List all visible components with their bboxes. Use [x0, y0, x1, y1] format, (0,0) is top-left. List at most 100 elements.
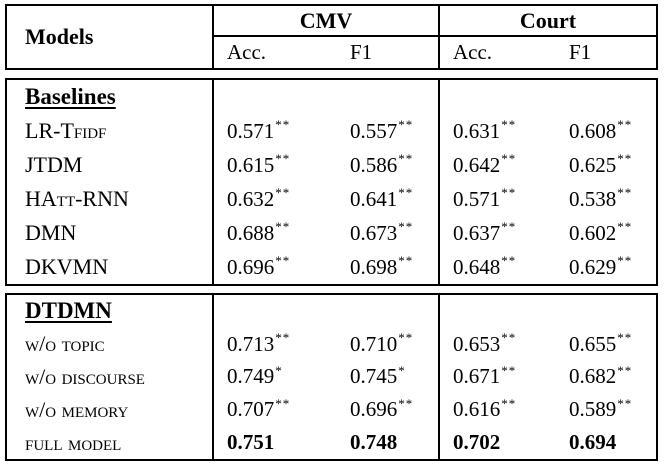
section-title: Baselines	[25, 84, 116, 109]
significance-marker: **	[398, 330, 414, 346]
significance-marker: *	[275, 362, 283, 378]
court-f1-cell: 0.625 **	[556, 148, 656, 182]
cmv-f1-cell: 0.557 **	[337, 114, 438, 148]
significance-marker: **	[617, 117, 633, 132]
court-f1-cell: 0.538 **	[556, 182, 656, 216]
cmv-f1-cell: 0.641 **	[337, 182, 438, 216]
significance-marker: **	[617, 185, 633, 200]
baselines-section: Baselines LR-Tfidf 0.571 ** 0.557 ** 0.631…	[5, 78, 658, 286]
metric-value: 0.615	[227, 152, 275, 177]
metric-value: 0.682	[569, 364, 617, 389]
court-acc-header: Acc.	[438, 37, 556, 68]
cmv-acc-cell: 0.571 **	[212, 114, 337, 148]
cmv-acc-cell: 0.615 **	[212, 148, 337, 182]
significance-marker: **	[617, 253, 633, 268]
significance-marker: **	[275, 330, 291, 346]
metric-value: 0.629	[569, 254, 617, 279]
cmv-f1-header: F1	[350, 40, 373, 64]
court-acc-cell: 0.642 **	[438, 148, 556, 182]
empty-cell	[438, 295, 556, 328]
metric-value: 0.702	[453, 430, 501, 455]
cmv-f1-cell: 0.745 *	[337, 361, 438, 394]
metric-value: 0.642	[453, 152, 501, 177]
empty-cell	[337, 295, 438, 328]
cmv-group-header: CMV	[212, 6, 438, 37]
model-name: LR-Tfidf	[25, 118, 107, 143]
significance-marker: **	[501, 253, 517, 268]
metric-value: 0.653	[453, 331, 501, 356]
metric-value: 0.694	[569, 430, 617, 455]
significance-marker: **	[398, 253, 414, 268]
significance-marker: **	[275, 151, 291, 166]
significance-marker: **	[617, 330, 633, 346]
metric-value: 0.637	[453, 220, 501, 245]
significance-marker: **	[501, 362, 517, 378]
cmv-acc-cell: 0.751	[212, 426, 337, 459]
significance-marker: **	[275, 219, 291, 234]
significance-marker: **	[275, 185, 291, 200]
cmv-f1-cell: 0.698 **	[337, 250, 438, 284]
cmv-acc-cell: 0.749 *	[212, 360, 337, 394]
metric-value: 0.713	[227, 331, 275, 356]
model-name: DMN	[25, 220, 77, 245]
metric-value: 0.557	[350, 118, 398, 143]
court-group-header: Court	[438, 6, 656, 37]
significance-marker: **	[501, 330, 517, 346]
court-f1-cell: 0.682 **	[556, 361, 656, 394]
significance-marker: **	[501, 151, 517, 166]
court-acc-cell: 0.571 **	[438, 182, 556, 216]
court-acc-cell: 0.631 **	[438, 114, 556, 148]
cmv-f1-cell: 0.673 **	[337, 216, 438, 250]
metric-value: 0.696	[227, 254, 275, 279]
metric-value: 0.616	[453, 397, 501, 422]
metric-value: 0.673	[350, 220, 398, 245]
significance-marker: **	[617, 395, 633, 411]
metric-value: 0.671	[453, 364, 501, 389]
metric-value: 0.631	[453, 118, 501, 143]
significance-marker: **	[501, 185, 517, 200]
metric-value: 0.751	[227, 430, 275, 455]
empty-cell	[337, 80, 438, 114]
cmv-acc-cell: 0.713 **	[212, 327, 337, 361]
court-f1-cell: 0.589 **	[556, 393, 656, 426]
significance-marker: *	[398, 362, 406, 378]
metric-value: 0.625	[569, 152, 617, 177]
model-name: full model	[25, 429, 122, 455]
empty-cell	[556, 80, 656, 114]
court-f1-header: F1	[569, 40, 592, 64]
court-f1-cell: 0.602 **	[556, 216, 656, 250]
model-name: w/o discourse	[25, 363, 145, 389]
significance-marker: **	[398, 117, 414, 132]
empty-cell	[556, 295, 656, 328]
model-name: JTDM	[25, 152, 83, 177]
metric-value: 0.589	[569, 397, 617, 422]
dtdmn-section: DTDMN w/o topic 0.713 ** 0.710 ** 0.653 ** …	[5, 293, 658, 461]
court-acc-cell: 0.671 **	[438, 360, 556, 394]
cmv-acc-cell: 0.696 **	[212, 250, 337, 284]
court-acc-cell: 0.702	[438, 426, 556, 459]
model-name: w/o memory	[25, 396, 129, 422]
models-column-header: Models	[25, 24, 94, 49]
metric-value: 0.710	[350, 331, 398, 356]
empty-cell	[212, 80, 337, 114]
cmv-acc-cell: 0.707 **	[212, 393, 337, 427]
significance-marker: **	[275, 117, 291, 132]
significance-marker: **	[617, 219, 633, 234]
court-f1-cell: 0.694	[556, 426, 656, 459]
section-title-cell: DTDMN	[7, 295, 212, 328]
metric-value: 0.698	[350, 254, 398, 279]
table-header-box: Models CMV Court Acc. F1 Acc. F1	[5, 4, 658, 70]
significance-marker: **	[275, 253, 291, 268]
significance-marker: **	[398, 395, 414, 411]
section-title: DTDMN	[25, 298, 112, 324]
court-f1-cell: 0.629 **	[556, 250, 656, 284]
metric-value: 0.696	[350, 397, 398, 422]
metric-value: 0.602	[569, 220, 617, 245]
empty-cell	[212, 295, 337, 328]
metric-value: 0.608	[569, 118, 617, 143]
model-name: DKVMN	[25, 254, 109, 279]
significance-marker: **	[617, 362, 633, 378]
metric-value: 0.688	[227, 220, 275, 245]
significance-marker: **	[275, 395, 291, 411]
